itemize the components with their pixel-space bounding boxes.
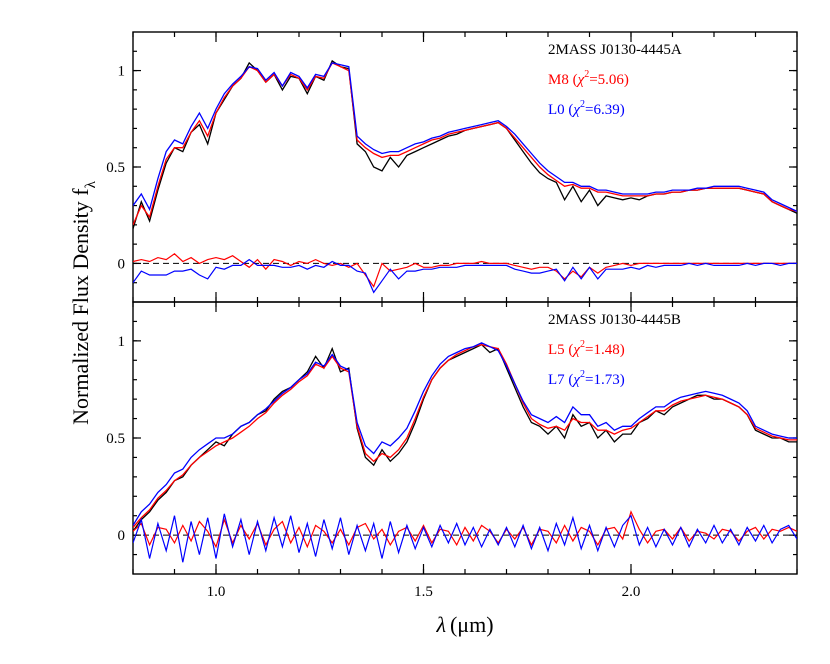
- panel-top-ticks: 00.51: [106, 32, 798, 302]
- panel-top-frame: [132, 31, 798, 303]
- series-line-l0: [133, 62, 797, 212]
- legend-entry: 2MASS J0130-4445A: [548, 42, 682, 58]
- legend-entry: L0 (χ2=6.39): [548, 99, 625, 118]
- legend-entry: 2MASS J0130-4445B: [548, 312, 681, 328]
- y-tick-label: 0: [118, 528, 126, 544]
- series-line-l5: [133, 344, 797, 528]
- panel-top-legend: 2MASS J0130-4445A M8 (χ2=5.06) L0 (χ2=6.39…: [548, 42, 682, 118]
- panel-bottom: 0 0.5 1 1.0 1.5 2.0 2MASS J0130-4445B L5 (χ2=1…: [106, 301, 798, 600]
- series-group: [133, 59, 797, 294]
- panel-bottom-ticks: 0 0.5 1 1.0 1.5 2.0: [106, 302, 798, 600]
- y-tick-label: 0.5: [106, 160, 125, 176]
- residual-line-m8-residual: [133, 253, 797, 288]
- x-tick-label: 2.0: [622, 584, 641, 600]
- panel-top-series: [133, 59, 797, 294]
- y-tick-label: 0.5: [106, 431, 125, 447]
- x-tick-label: 1.5: [414, 584, 433, 600]
- panel-bottom-series: [133, 342, 797, 563]
- series-group: [133, 342, 797, 563]
- residual-line-l7-residual: [133, 513, 797, 563]
- y-axis-label: Normalized Flux Density fλ: [68, 180, 99, 424]
- legend-entry: L7 (χ2=1.73): [548, 369, 625, 388]
- series-line-m8: [133, 62, 797, 226]
- y-tick-label: 1: [118, 334, 126, 350]
- residual-line-l0-residual: [133, 258, 797, 294]
- legend-entry: L5 (χ2=1.48): [548, 339, 625, 358]
- panel-bottom-legend: 2MASS J0130-4445B L5 (χ2=1.48) L7 (χ2=1.73…: [548, 312, 681, 388]
- legend-entry: M8 (χ2=5.06): [548, 69, 629, 88]
- y-tick-label: 0: [118, 256, 126, 272]
- series-line-l7: [133, 342, 797, 526]
- x-axis-label: λ (μm): [435, 612, 493, 637]
- y-tick-label: 1: [118, 64, 126, 80]
- x-tick-label: 1.0: [207, 584, 226, 600]
